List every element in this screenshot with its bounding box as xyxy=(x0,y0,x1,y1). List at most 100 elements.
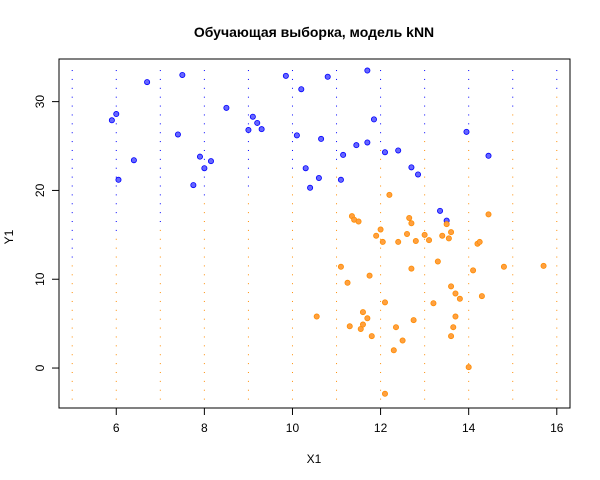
grid-dot xyxy=(424,78,426,80)
grid-dot xyxy=(424,274,426,276)
grid-dot xyxy=(424,132,426,134)
grid-dot xyxy=(203,96,205,98)
grid-dot xyxy=(291,371,293,373)
grid-dot xyxy=(468,176,470,178)
grid-dot xyxy=(380,87,382,89)
grid-dot xyxy=(71,194,73,196)
x-tick-label: 10 xyxy=(286,421,300,435)
grid-dot xyxy=(71,87,73,89)
grid-dot xyxy=(380,283,382,285)
grid-dot xyxy=(247,203,249,205)
grid-dot xyxy=(247,114,249,116)
grid-dot xyxy=(247,327,249,329)
grid-dot xyxy=(556,238,558,240)
grid-dot xyxy=(291,354,293,356)
grid-dot xyxy=(115,212,117,214)
grid-dot xyxy=(512,389,514,391)
grid-dot xyxy=(556,318,558,320)
grid-dot xyxy=(556,176,558,178)
grid-dot xyxy=(424,123,426,125)
grid-dot xyxy=(291,114,293,116)
grid-dot xyxy=(512,132,514,134)
grid-dot xyxy=(71,389,73,391)
grid-dot xyxy=(291,78,293,80)
grid-dot xyxy=(247,70,249,72)
grid-dot xyxy=(115,309,117,311)
grid-dot xyxy=(468,265,470,267)
grid-dot xyxy=(115,265,117,267)
point-blue xyxy=(249,113,256,120)
x-axis-label: X1 xyxy=(307,452,322,466)
point-blue xyxy=(293,132,300,139)
grid-dot xyxy=(424,70,426,72)
grid-dot xyxy=(115,345,117,347)
grid-dot xyxy=(424,203,426,205)
grid-dot xyxy=(336,274,338,276)
grid-dot xyxy=(512,229,514,231)
grid-dot xyxy=(203,87,205,89)
point-blue xyxy=(282,72,289,79)
grid-dot xyxy=(336,221,338,223)
grid-dot xyxy=(71,336,73,338)
grid-dot xyxy=(556,363,558,365)
grid-dot xyxy=(159,274,161,276)
point-blue xyxy=(298,86,305,93)
grid-dot xyxy=(203,114,205,116)
grid-dot xyxy=(556,114,558,116)
grid-dot xyxy=(512,149,514,151)
grid-dot xyxy=(380,70,382,72)
grid-dot xyxy=(468,105,470,107)
point-blue xyxy=(337,176,344,183)
grid-dot xyxy=(512,96,514,98)
grid-dot xyxy=(556,158,558,160)
grid-dot xyxy=(203,141,205,143)
grid-dot xyxy=(468,398,470,400)
grid-dot xyxy=(424,176,426,178)
grid-dot xyxy=(159,247,161,249)
grid-dot xyxy=(115,327,117,329)
grid-dot xyxy=(71,371,73,373)
grid-dot xyxy=(71,105,73,107)
grid-dot xyxy=(512,283,514,285)
grid-dot xyxy=(556,247,558,249)
grid-dot xyxy=(159,96,161,98)
grid-dot xyxy=(115,300,117,302)
grid-dot xyxy=(556,283,558,285)
point-blue xyxy=(324,73,331,80)
grid-dot xyxy=(247,149,249,151)
grid-dot xyxy=(468,87,470,89)
grid-dot xyxy=(336,380,338,382)
grid-dot xyxy=(468,149,470,151)
grid-dot xyxy=(203,194,205,196)
point-orange xyxy=(448,333,455,340)
grid-dot xyxy=(336,203,338,205)
point-orange xyxy=(337,263,344,270)
grid-dot xyxy=(71,70,73,72)
grid-dot xyxy=(159,292,161,294)
grid-dot xyxy=(424,256,426,258)
grid-dot xyxy=(115,96,117,98)
grid-dot xyxy=(71,149,73,151)
grid-dot xyxy=(71,212,73,214)
grid-dot xyxy=(468,336,470,338)
point-orange xyxy=(373,232,380,239)
grid-dot xyxy=(512,309,514,311)
grid-dot xyxy=(556,380,558,382)
grid-dot xyxy=(556,167,558,169)
grid-dot xyxy=(71,238,73,240)
grid-dot xyxy=(336,256,338,258)
grid-dot xyxy=(380,238,382,240)
grid-dot xyxy=(512,105,514,107)
point-blue xyxy=(415,171,422,178)
grid-dot xyxy=(512,265,514,267)
grid-dot xyxy=(424,380,426,382)
grid-dot xyxy=(512,141,514,143)
grid-dot xyxy=(115,167,117,169)
plot-frame xyxy=(58,58,571,409)
point-orange xyxy=(434,258,441,265)
grid-dot xyxy=(468,247,470,249)
grid-dot xyxy=(380,327,382,329)
grid-dot xyxy=(468,363,470,365)
grid-dot xyxy=(71,300,73,302)
